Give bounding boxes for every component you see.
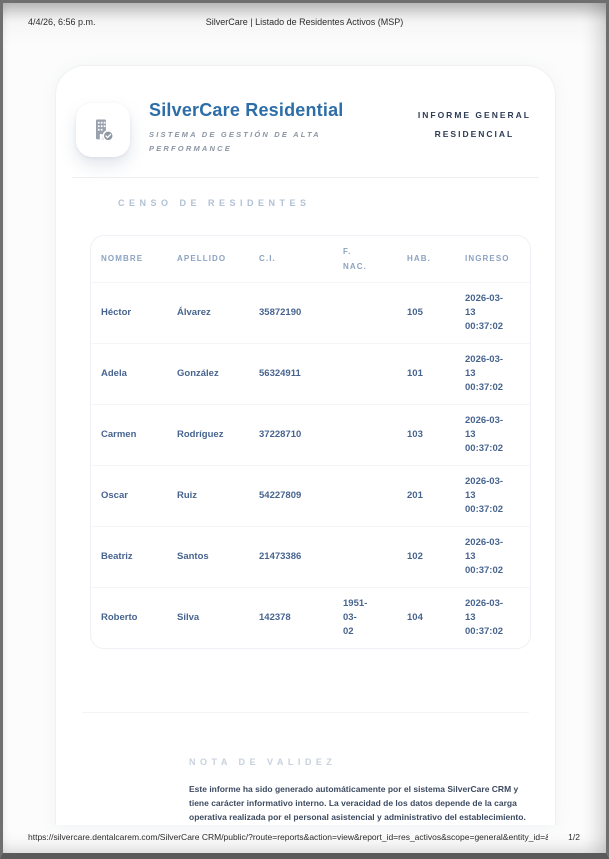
page-indicator: 1/2 <box>568 832 580 842</box>
cell-ingreso: 2026-03-13 00:37:02 <box>465 354 504 393</box>
cell-hab: 201 <box>407 490 423 502</box>
cell-ingreso: 2026-03-13 00:37:02 <box>465 476 504 515</box>
report-header: SilverCare Residential SISTEMA DE GESTIÓ… <box>76 100 531 157</box>
cell-ingreso: 2026-03-13 00:37:02 <box>465 415 504 454</box>
table-row: Oscar Ruiz 54227809 201 2026-03-13 00:37… <box>91 465 530 526</box>
column-header-ci: C.I. <box>259 254 276 264</box>
report-card: SilverCare Residential SISTEMA DE GESTIÓ… <box>55 65 556 825</box>
table-row: Carmen Rodríguez 37228710 103 2026-03-13… <box>91 404 530 465</box>
note-divider <box>82 712 529 713</box>
column-header-nombre: NOMBRE <box>101 254 144 264</box>
print-footer: https://silvercare.dentalcarem.com/Silve… <box>3 821 606 853</box>
report-type-line2: RESIDENCIAL <box>434 129 515 139</box>
cell-apellido: Álvarez <box>177 307 211 319</box>
cell-hab: 105 <box>407 307 423 319</box>
brand-block: SilverCare Residential SISTEMA DE GESTIÓ… <box>149 100 347 157</box>
cell-hab: 101 <box>407 368 423 380</box>
cell-fnac <box>343 489 407 503</box>
note-title: NOTA DE VALIDEZ <box>189 757 337 767</box>
table-row: Héctor Álvarez 35872190 105 2026-03-13 0… <box>91 282 530 343</box>
cell-nombre: Beatriz <box>101 551 133 563</box>
cell-nombre: Carmen <box>101 429 137 441</box>
brand-subtitle: SISTEMA DE GESTIÓN DE ALTA PERFORMANCE <box>149 130 321 154</box>
building-check-icon <box>96 119 114 142</box>
report-type-label: INFORME GENERAL RESIDENCIAL <box>418 110 531 139</box>
cell-nombre: Oscar <box>101 490 128 502</box>
cell-fnac <box>343 306 407 320</box>
footer-url: https://silvercare.dentalcarem.com/Silve… <box>28 832 548 842</box>
header-divider <box>72 177 539 178</box>
brand-logo <box>76 103 130 157</box>
cell-fnac <box>343 550 407 564</box>
table-body: Héctor Álvarez 35872190 105 2026-03-13 0… <box>91 282 530 648</box>
cell-fnac: 1951-03-02 <box>343 598 368 637</box>
cell-apellido: González <box>177 368 219 380</box>
cell-ci: 142378 <box>259 612 291 624</box>
cell-ingreso: 2026-03-13 00:37:02 <box>465 598 504 637</box>
cell-hab: 103 <box>407 429 423 441</box>
cell-nombre: Roberto <box>101 612 138 624</box>
cell-ingreso: 2026-03-13 00:37:02 <box>465 537 504 576</box>
cell-fnac <box>343 367 407 381</box>
note-body: Este informe ha sido generado automática… <box>189 784 526 823</box>
cell-ci: 35872190 <box>259 307 302 319</box>
cell-ci: 56324911 <box>259 368 301 380</box>
residents-table: NOMBRE APELLIDO C.I. F. NAC. HAB. INGRES… <box>90 235 531 649</box>
cell-nombre: Adela <box>101 368 127 380</box>
validity-note: NOTA DE VALIDEZ Este informe ha sido gen… <box>189 757 535 824</box>
table-row: Roberto Silva 142378 1951-03-02 104 2026… <box>91 587 530 648</box>
table-header-row: NOMBRE APELLIDO C.I. F. NAC. HAB. INGRES… <box>91 236 530 282</box>
cell-hab: 102 <box>407 551 423 563</box>
brand-title: SilverCare Residential <box>149 100 344 120</box>
cell-ci: 21473386 <box>259 551 302 563</box>
cell-fnac <box>343 428 407 442</box>
cell-apellido: Silva <box>177 612 200 624</box>
table-row: Beatriz Santos 21473386 102 2026-03-13 0… <box>91 526 530 587</box>
print-datetime: 4/4/26, 6:56 p.m. <box>28 17 96 27</box>
section-title: CENSO DE RESIDENTES <box>118 198 311 208</box>
report-type-line1: INFORME GENERAL <box>417 110 531 120</box>
cell-nombre: Héctor <box>101 307 132 319</box>
print-header: 4/4/26, 6:56 p.m. SilverCare | Listado d… <box>3 3 606 45</box>
cell-apellido: Ruiz <box>177 490 198 502</box>
column-header-apellido: APELLIDO <box>177 254 227 264</box>
cell-apellido: Rodríguez <box>177 429 224 441</box>
cell-hab: 104 <box>407 612 423 624</box>
cell-apellido: Santos <box>177 551 209 563</box>
column-header-ingreso: INGRESO <box>465 254 510 264</box>
cell-ci: 54227809 <box>259 490 302 502</box>
cell-ci: 37228710 <box>259 429 302 441</box>
column-header-fnac: F. NAC. <box>343 246 367 271</box>
print-document-title: SilverCare | Listado de Residentes Activ… <box>205 17 404 27</box>
table-row: Adela González 56324911 101 2026-03-13 0… <box>91 343 530 404</box>
column-header-hab: HAB. <box>407 254 431 264</box>
cell-ingreso: 2026-03-13 00:37:02 <box>465 293 504 332</box>
